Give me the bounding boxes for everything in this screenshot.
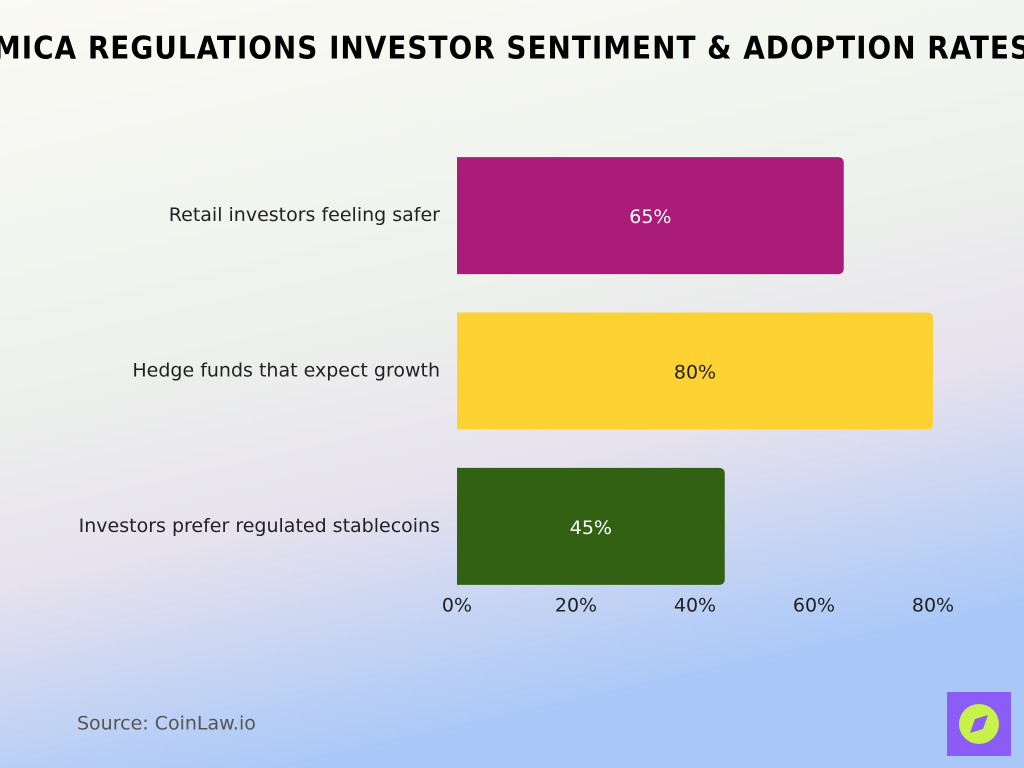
x-tick-label: 80%: [912, 595, 954, 617]
x-tick-label: 20%: [555, 595, 597, 617]
bar: [457, 312, 933, 430]
x-tick-label: 60%: [793, 595, 835, 617]
y-tick-label: Hedge funds that expect growth: [132, 360, 440, 382]
bar: [457, 157, 844, 275]
bar: [457, 467, 725, 585]
y-tick-label: Retail investors feeling safer: [169, 204, 440, 226]
value-label: 65%: [629, 206, 671, 228]
value-label: 80%: [674, 362, 716, 384]
chart-title: MiCA Regulations Investor Sentiment & Ad…: [0, 31, 1024, 67]
value-label: 45%: [570, 517, 612, 539]
x-tick-label: 40%: [674, 595, 716, 617]
logo: [947, 692, 1011, 756]
x-tick-label: 0%: [442, 595, 472, 617]
source: Source: CoinLaw.io: [77, 713, 256, 735]
y-tick-label: Investors prefer regulated stablecoins: [79, 515, 440, 537]
